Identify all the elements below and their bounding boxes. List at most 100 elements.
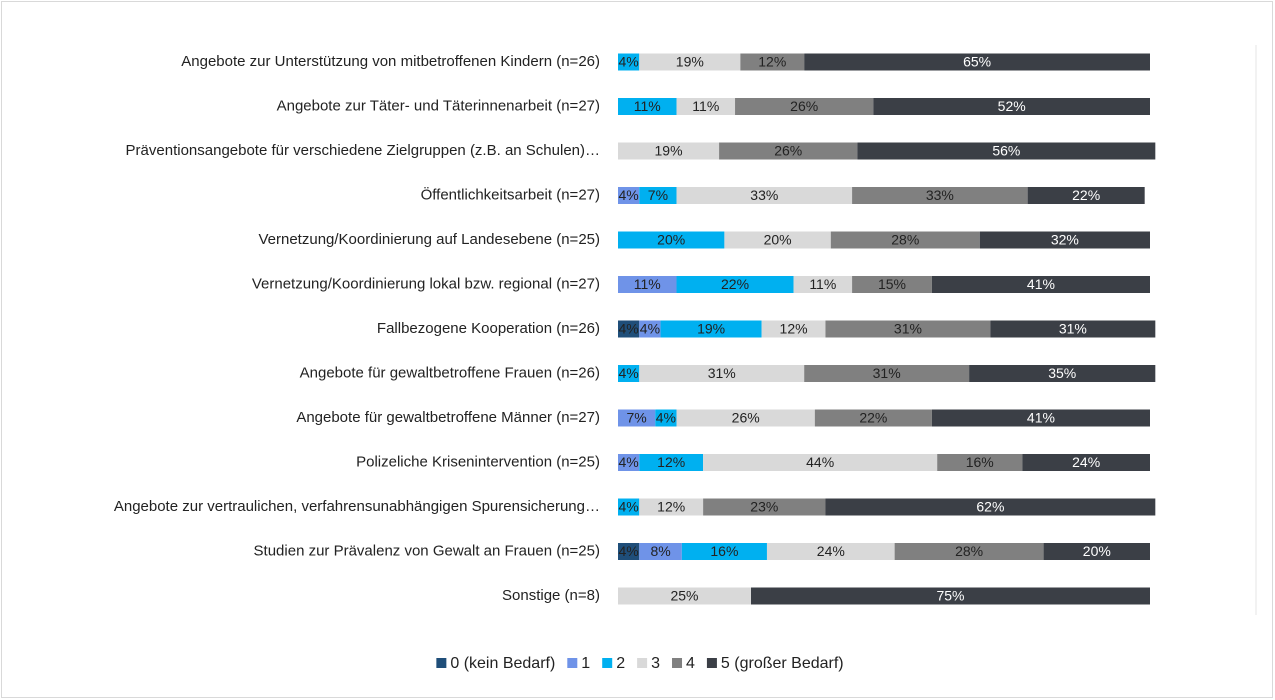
data-label: 4% <box>619 321 639 337</box>
bar-segment <box>857 142 1156 160</box>
data-label: 12% <box>657 454 685 470</box>
bar-segment <box>703 498 826 516</box>
bar-segment <box>639 53 741 71</box>
bar-segment <box>830 231 980 249</box>
bar-segment <box>969 365 1156 382</box>
bar-segment <box>676 409 815 427</box>
bar-segment <box>804 365 970 382</box>
data-label: 16% <box>710 543 738 559</box>
bar-segment <box>703 454 938 471</box>
bar-segment <box>1043 543 1150 560</box>
data-label: 22% <box>1072 187 1100 203</box>
bar-segment <box>639 187 677 204</box>
data-label: 4% <box>619 187 639 203</box>
data-label: 20% <box>1083 543 1111 559</box>
bar-segment <box>740 53 805 71</box>
data-label: 31% <box>873 365 901 381</box>
bar-segment <box>681 543 767 560</box>
bar-segment <box>761 320 826 338</box>
data-label: 4% <box>640 321 660 337</box>
bar-segment <box>618 587 751 605</box>
legend-label: 5 (großer Bedarf) <box>721 655 844 672</box>
data-label: 28% <box>891 232 919 248</box>
data-label: 4% <box>619 543 639 559</box>
data-label: 19% <box>655 143 683 159</box>
bar-segment <box>1027 187 1145 204</box>
data-label: 19% <box>697 321 725 337</box>
data-label: 31% <box>894 321 922 337</box>
legend-label: 0 (kein Bedarf) <box>450 655 555 672</box>
bar-segment <box>931 276 1150 293</box>
bar-segment <box>852 187 1028 204</box>
bar-segment <box>751 587 1150 605</box>
bar-segment <box>618 231 725 249</box>
bar-segment <box>639 543 682 560</box>
bar-segment <box>676 276 794 293</box>
category-label: Präventionsangebote für verschiedene Zie… <box>126 142 600 159</box>
data-label: 15% <box>878 276 906 292</box>
data-label: 31% <box>708 365 736 381</box>
bar-segment <box>639 320 661 338</box>
bar-segment <box>618 498 640 516</box>
data-label: 52% <box>998 98 1026 114</box>
category-label: Angebote zur Unterstützung von mitbetrof… <box>181 53 600 70</box>
data-label: 75% <box>936 588 964 604</box>
data-label: 62% <box>976 499 1004 515</box>
data-label: 65% <box>963 54 991 70</box>
data-label: 22% <box>859 410 887 426</box>
bar-segment <box>719 142 858 160</box>
bar-segment <box>618 53 640 71</box>
data-label: 11% <box>809 276 836 292</box>
data-label: 31% <box>1059 321 1087 337</box>
bar-segment <box>852 276 932 293</box>
data-label: 12% <box>780 321 808 337</box>
category-label: Vernetzung/Koordinierung auf Landesebene… <box>258 231 600 248</box>
data-label: 19% <box>676 54 704 70</box>
data-label: 41% <box>1027 410 1055 426</box>
data-label: 20% <box>764 232 792 248</box>
legend-label: 4 <box>686 655 695 672</box>
bar-segment <box>618 98 677 115</box>
bar-segment <box>825 498 1156 516</box>
legend-swatch <box>706 658 717 668</box>
bar-segment <box>618 543 640 560</box>
data-label: 26% <box>790 98 818 114</box>
data-label: 56% <box>992 143 1020 159</box>
bar-segment <box>618 276 677 293</box>
bar-segment <box>979 231 1150 249</box>
data-label: 4% <box>619 454 639 470</box>
category-label: Polizeliche Krisenintervention (n=25) <box>356 453 600 470</box>
category-label: Sonstige (n=8) <box>502 587 600 604</box>
bar-segment <box>894 543 1044 560</box>
legend-label: 1 <box>581 655 590 672</box>
category-label: Angebote für gewaltbetroffene Frauen (n=… <box>300 364 600 381</box>
data-label: 22% <box>721 276 749 292</box>
legend-swatch <box>637 658 648 668</box>
legend-swatch <box>567 658 578 668</box>
category-label: Studien zur Prävalenz von Gewalt an Frau… <box>254 542 600 559</box>
bar-segment <box>724 231 831 249</box>
data-label: 33% <box>926 187 954 203</box>
bar-segment <box>990 320 1156 338</box>
bar-segment <box>618 409 656 427</box>
bar-segment <box>735 98 874 115</box>
data-label: 23% <box>750 499 778 515</box>
category-label: Vernetzung/Koordinierung lokal bzw. regi… <box>252 275 600 292</box>
category-label: Angebote für gewaltbetroffene Männer (n=… <box>296 409 600 426</box>
data-label: 26% <box>732 410 760 426</box>
bar-segment <box>639 498 704 516</box>
bar-segment <box>814 409 932 427</box>
legend-swatch <box>436 658 447 668</box>
data-label: 26% <box>774 143 802 159</box>
data-label: 20% <box>657 232 685 248</box>
legend-swatch <box>602 658 613 668</box>
bar-segment <box>618 320 640 338</box>
data-label: 32% <box>1051 232 1079 248</box>
data-label: 11% <box>692 98 719 114</box>
bar-segment <box>639 365 805 382</box>
data-label: 4% <box>619 54 639 70</box>
data-label: 7% <box>648 187 668 203</box>
bar-segment <box>873 98 1150 115</box>
